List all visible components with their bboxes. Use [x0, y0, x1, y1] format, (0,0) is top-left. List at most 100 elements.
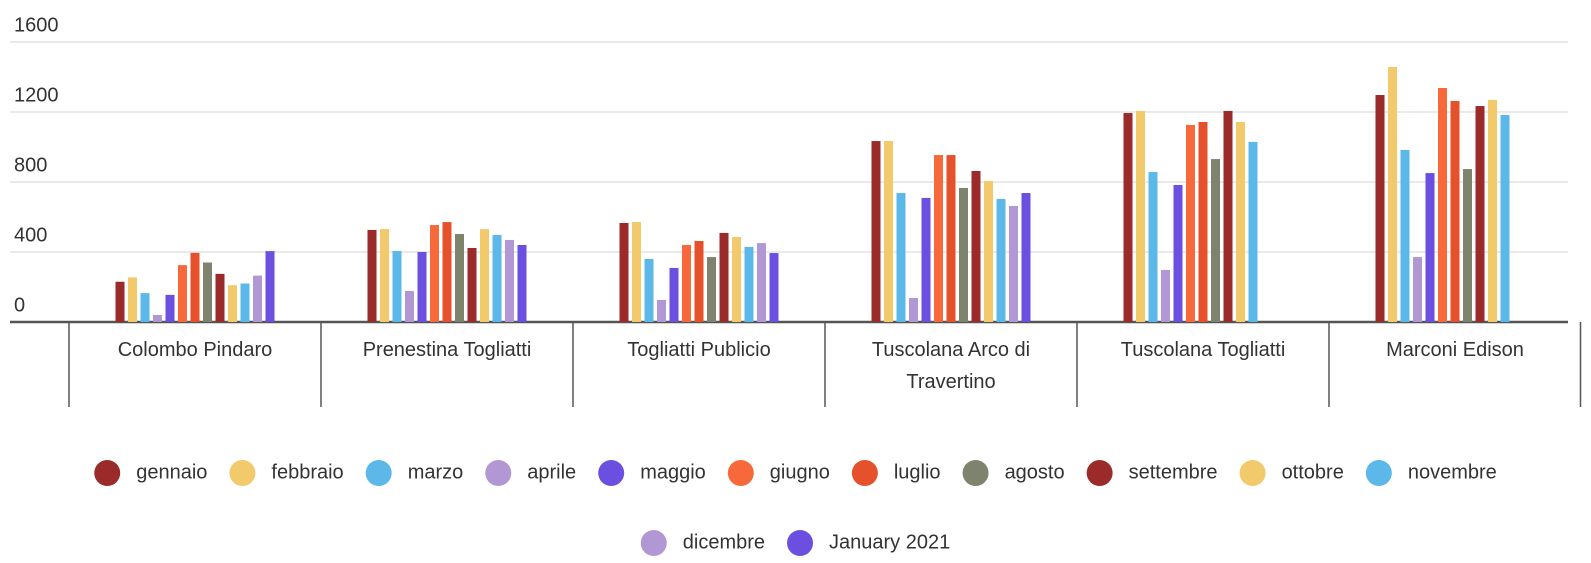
bar: [707, 257, 716, 322]
bar: [971, 170, 981, 322]
bar: [884, 141, 893, 322]
bar: [178, 265, 187, 322]
legend-item: gennaio: [94, 460, 207, 486]
bar: [871, 141, 881, 322]
legend-item: febbraio: [229, 460, 344, 486]
legend-swatch: [365, 460, 392, 486]
bar: [984, 180, 993, 322]
bar: [744, 246, 754, 322]
bar: [467, 247, 477, 322]
x-tick-label: Tuscolana Arco di Travertino: [871, 339, 1031, 393]
bar: [480, 229, 489, 322]
bar: [517, 245, 527, 322]
bar: [1236, 121, 1245, 322]
legend-item: settembre: [1086, 460, 1218, 486]
bar: [1186, 124, 1195, 322]
bar: [1475, 106, 1485, 322]
bar: [430, 225, 439, 322]
y-tick-label: 0: [14, 294, 25, 316]
bar: [417, 252, 427, 322]
legend-label: agosto: [1005, 461, 1065, 483]
bar: [380, 229, 389, 322]
bar: [1198, 121, 1208, 322]
legend-swatch: [787, 530, 814, 556]
legend-label: dicembre: [683, 531, 765, 553]
legend-swatch: [1365, 460, 1392, 486]
legend-item: giugno: [727, 460, 830, 486]
bar: [240, 283, 250, 322]
x-tick-label: Colombo Pindaro: [117, 339, 273, 361]
legend-label: aprile: [527, 461, 576, 483]
legend-label: January 2021: [829, 531, 950, 553]
bar: [215, 273, 225, 322]
legend-item: agosto: [962, 460, 1065, 486]
bar: [1463, 169, 1472, 322]
x-tick-label: Tuscolana Togliatti: [1120, 339, 1286, 361]
bar: [1438, 88, 1447, 323]
bar: [492, 235, 502, 322]
bar: [959, 187, 968, 322]
legend-label: marzo: [408, 461, 464, 483]
bar: [253, 275, 262, 322]
legend-label: ottobre: [1282, 461, 1344, 483]
bar: [669, 267, 679, 322]
legend-item: dicembre: [640, 530, 765, 556]
bar: [140, 293, 150, 322]
bar: [1488, 99, 1497, 322]
x-tick-label: Togliatti Publicio: [627, 339, 771, 361]
legend-label: febbraio: [271, 461, 343, 483]
bar: [632, 222, 641, 322]
bar: [1009, 205, 1018, 322]
x-tick-label: Marconi Edison: [1386, 339, 1524, 361]
bar: [732, 236, 741, 322]
legend-item: marzo: [365, 460, 464, 486]
bar: [228, 285, 237, 322]
bar: [153, 315, 162, 322]
bar: [1400, 149, 1410, 322]
legend-swatch: [727, 460, 754, 486]
legend-item: January 2021: [787, 530, 950, 556]
legend-label: luglio: [894, 461, 941, 483]
legend-item: novembre: [1365, 460, 1497, 486]
bar: [265, 251, 275, 322]
bar: [1173, 184, 1183, 322]
bar: [1123, 113, 1133, 322]
legend-swatch: [94, 460, 121, 486]
bar: [1161, 270, 1170, 322]
bar: [719, 232, 729, 322]
y-tick-label: 800: [14, 154, 47, 176]
bar: [1223, 110, 1233, 322]
bar: [769, 253, 779, 322]
y-tick-label: 400: [14, 224, 47, 246]
bar: [505, 239, 514, 322]
legend-swatch: [229, 460, 256, 486]
bar: [682, 245, 691, 322]
bar: [1021, 193, 1031, 322]
bar: [644, 259, 654, 322]
bar: [128, 277, 137, 322]
legend-swatch: [962, 460, 989, 486]
bar: [909, 298, 918, 322]
bar: [442, 222, 452, 322]
bar: [115, 281, 125, 322]
bar: [1248, 141, 1258, 322]
legend-label: novembre: [1408, 461, 1497, 483]
y-tick-label: 1200: [14, 84, 59, 106]
legend-label: giugno: [770, 461, 830, 483]
bar: [392, 250, 402, 322]
bar: [1500, 114, 1510, 322]
bar: [896, 193, 906, 322]
bar: [1413, 257, 1422, 322]
legend-item: ottobre: [1239, 460, 1344, 486]
y-tick-label: 1600: [14, 14, 59, 36]
bar: [1425, 173, 1435, 322]
bar: [1136, 110, 1145, 322]
x-tick-label: Prenestina Togliatti: [362, 339, 532, 361]
legend-swatch: [598, 460, 625, 486]
bar: [1388, 67, 1397, 323]
bar: [694, 240, 704, 322]
bar: [946, 155, 956, 322]
bar: [921, 197, 931, 322]
